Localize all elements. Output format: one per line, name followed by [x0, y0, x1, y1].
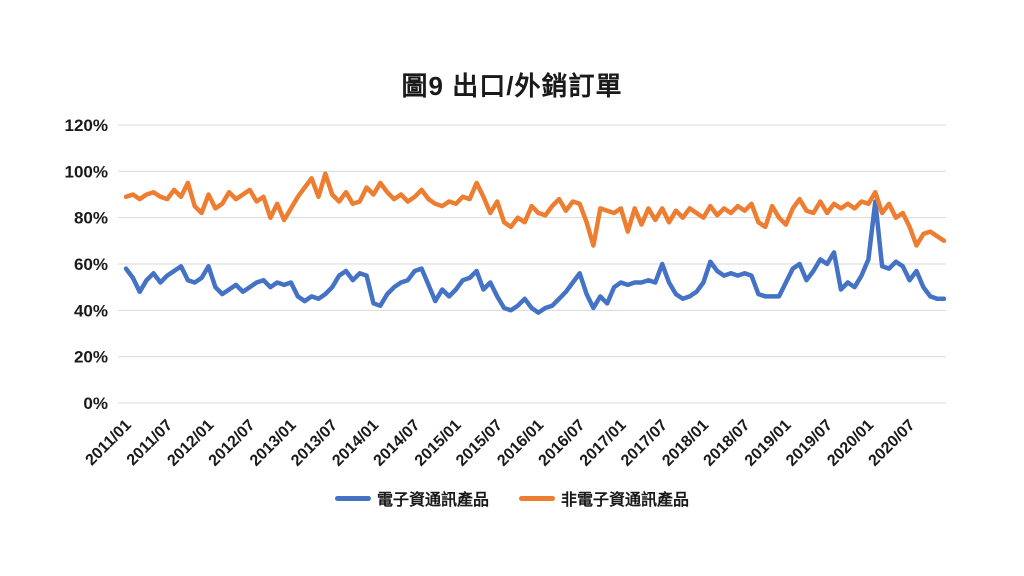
y-axis-label: 100%	[65, 162, 108, 181]
legend: 電子資通訊產品 非電子資通訊產品	[0, 486, 1024, 510]
y-axis-label: 20%	[74, 348, 108, 367]
y-axis-label: 0%	[83, 394, 108, 413]
y-axis-label: 120%	[65, 116, 108, 135]
y-axis-label: 80%	[74, 209, 108, 228]
legend-label-electronics: 電子資通訊產品	[376, 492, 489, 509]
series-line-non-electronics	[123, 171, 947, 248]
legend-marker-blue-line	[334, 495, 371, 501]
legend-label-non-electronics: 非電子資通訊產品	[561, 492, 690, 509]
x-axis-label: 2020/07	[866, 417, 919, 470]
y-axis-label: 60%	[74, 255, 108, 274]
series-line-electronics	[123, 199, 947, 315]
legend-item-non-electronics: 非電子資通訊產品	[519, 486, 689, 510]
legend-marker-orange-line	[519, 495, 555, 501]
legend-item-electronics: 電子資通訊產品	[334, 486, 489, 510]
chart-title: 圖9 出口/外銷訂單	[401, 71, 623, 101]
y-axis-label: 40%	[74, 301, 108, 320]
